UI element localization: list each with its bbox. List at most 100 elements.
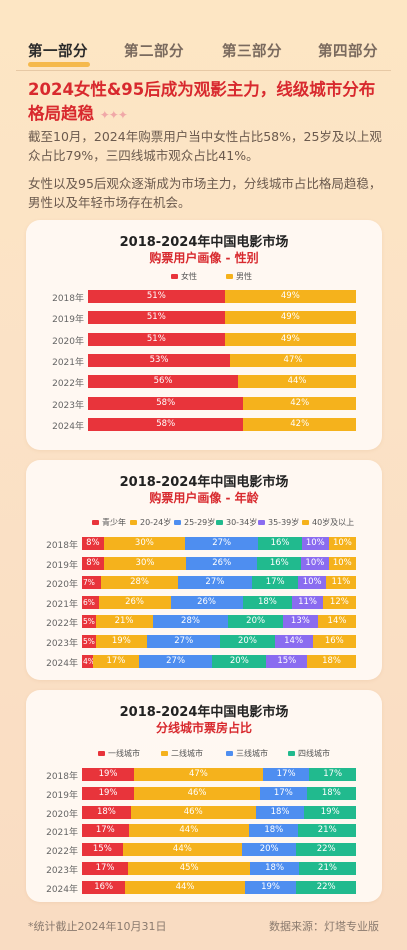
bar-segment	[244, 880, 297, 894]
chart-title: 2018-2024年中国电影市场	[119, 475, 289, 490]
data-label: 49%	[280, 291, 300, 301]
bar-segment	[82, 768, 135, 781]
bar-segment	[212, 654, 267, 668]
bar-segment	[228, 615, 283, 629]
bar-segment	[328, 556, 356, 570]
bar-segment	[296, 880, 356, 894]
bar-segment	[318, 615, 356, 629]
chart-legend: 青少年 20-24岁 25-29岁 30-34岁 35-39岁 40岁及以上	[26, 517, 382, 529]
bar-segment	[128, 824, 250, 838]
data-label: 17%	[95, 825, 115, 836]
bar-segment	[82, 576, 102, 590]
bar-segment	[260, 786, 307, 800]
tab-part-2[interactable]: 第二部分	[124, 44, 184, 60]
data-label: 18%	[322, 655, 342, 666]
bar-segment	[325, 576, 356, 590]
bar-segment	[128, 862, 251, 875]
bar-segment	[147, 635, 221, 648]
bar-segment	[258, 537, 302, 550]
data-label: 5%	[83, 617, 95, 627]
data-label: 26%	[212, 557, 232, 568]
data-label: 20%	[238, 636, 257, 646]
chart-subtitle: 分线城市票房占比	[155, 721, 252, 735]
tab-divider	[16, 70, 391, 71]
row-label: 2021年	[46, 599, 78, 610]
bar-segment	[250, 862, 300, 875]
legend-swatch	[288, 751, 295, 756]
data-label: 27%	[166, 655, 186, 666]
legend-label: 男性	[236, 272, 252, 281]
data-label: 19%	[98, 769, 118, 779]
bar-segment	[243, 417, 356, 431]
bar-segment	[134, 786, 261, 800]
chart-title: 2018-2024年中国电影市场	[119, 235, 289, 250]
data-label: 10%	[305, 557, 325, 568]
data-label: 19%	[320, 806, 340, 817]
chart-legend: 一线城市 二线城市 三线城市 四线城市	[26, 748, 382, 760]
bar-segment	[292, 595, 323, 609]
tab-part-4[interactable]: 第四部分	[318, 44, 378, 60]
bar-segment	[328, 537, 356, 550]
bar-segment	[98, 595, 171, 609]
chart-title: 2018-2024年中国电影市场	[119, 705, 289, 720]
row-label: 2022年	[52, 379, 84, 390]
row-label: 2022年	[46, 847, 78, 858]
data-label: 5%	[83, 637, 95, 646]
legend-swatch	[226, 274, 233, 279]
data-label: 51%	[146, 312, 166, 323]
data-label: 17%	[265, 577, 285, 588]
bar-segment	[242, 843, 297, 857]
row-label: 2023年	[52, 400, 84, 411]
data-label: 42%	[290, 397, 310, 408]
data-label: 27%	[174, 636, 194, 646]
data-label: 14%	[284, 636, 304, 646]
data-label: 20%	[259, 844, 279, 855]
data-label: 27%	[205, 577, 225, 588]
row-label: 2019年	[52, 315, 84, 326]
row-label: 2024年	[46, 658, 78, 669]
bar-segment	[224, 332, 356, 346]
legend-swatch	[92, 520, 99, 525]
data-label: 27%	[212, 538, 232, 548]
bar-segment	[82, 880, 126, 894]
bar-segment	[88, 353, 231, 367]
bar-segment	[88, 332, 225, 346]
bar-segment	[95, 635, 148, 648]
tab-part-1[interactable]: 第一部分	[28, 44, 88, 60]
data-label: 17%	[106, 655, 126, 666]
bar-segment	[82, 537, 104, 550]
bar-segment	[82, 843, 123, 857]
data-label: 19%	[261, 881, 280, 892]
bar-segment	[82, 635, 96, 648]
bar-segment	[130, 805, 256, 819]
legend-item: 20-24岁	[130, 517, 171, 528]
data-label: 58%	[156, 397, 176, 408]
bar-segment	[224, 290, 356, 303]
data-label: 8%	[86, 557, 100, 568]
bar-segment	[186, 556, 258, 570]
legend-item: 女性	[171, 271, 197, 282]
footer-source: 数据来源：灯塔专业版	[269, 920, 379, 933]
tab-part-3[interactable]: 第三部分	[222, 44, 282, 60]
legend-label: 女性	[181, 272, 197, 281]
chart-subtitle: 购票用户画像 - 性别	[149, 251, 259, 265]
legend-item: 一线城市	[98, 748, 140, 759]
row-label: 2019年	[46, 560, 78, 571]
bar-segment	[82, 805, 131, 819]
row-label: 2018年	[46, 541, 78, 551]
bar-segment	[249, 824, 299, 838]
bar-segment	[88, 417, 244, 431]
data-label: 21%	[318, 863, 337, 873]
data-label: 56%	[153, 376, 173, 387]
legend-item: 二线城市	[161, 748, 203, 759]
bar-segment	[306, 786, 356, 800]
row-label: 2018年	[46, 772, 78, 782]
bar-segment	[88, 290, 225, 303]
bar-segment	[152, 615, 229, 629]
bar-segment	[82, 615, 96, 629]
data-label: 16%	[269, 557, 289, 568]
data-label: 22%	[316, 844, 336, 855]
bar-segment	[230, 353, 356, 367]
bar-segment	[296, 843, 356, 857]
bar-segment	[298, 576, 326, 590]
